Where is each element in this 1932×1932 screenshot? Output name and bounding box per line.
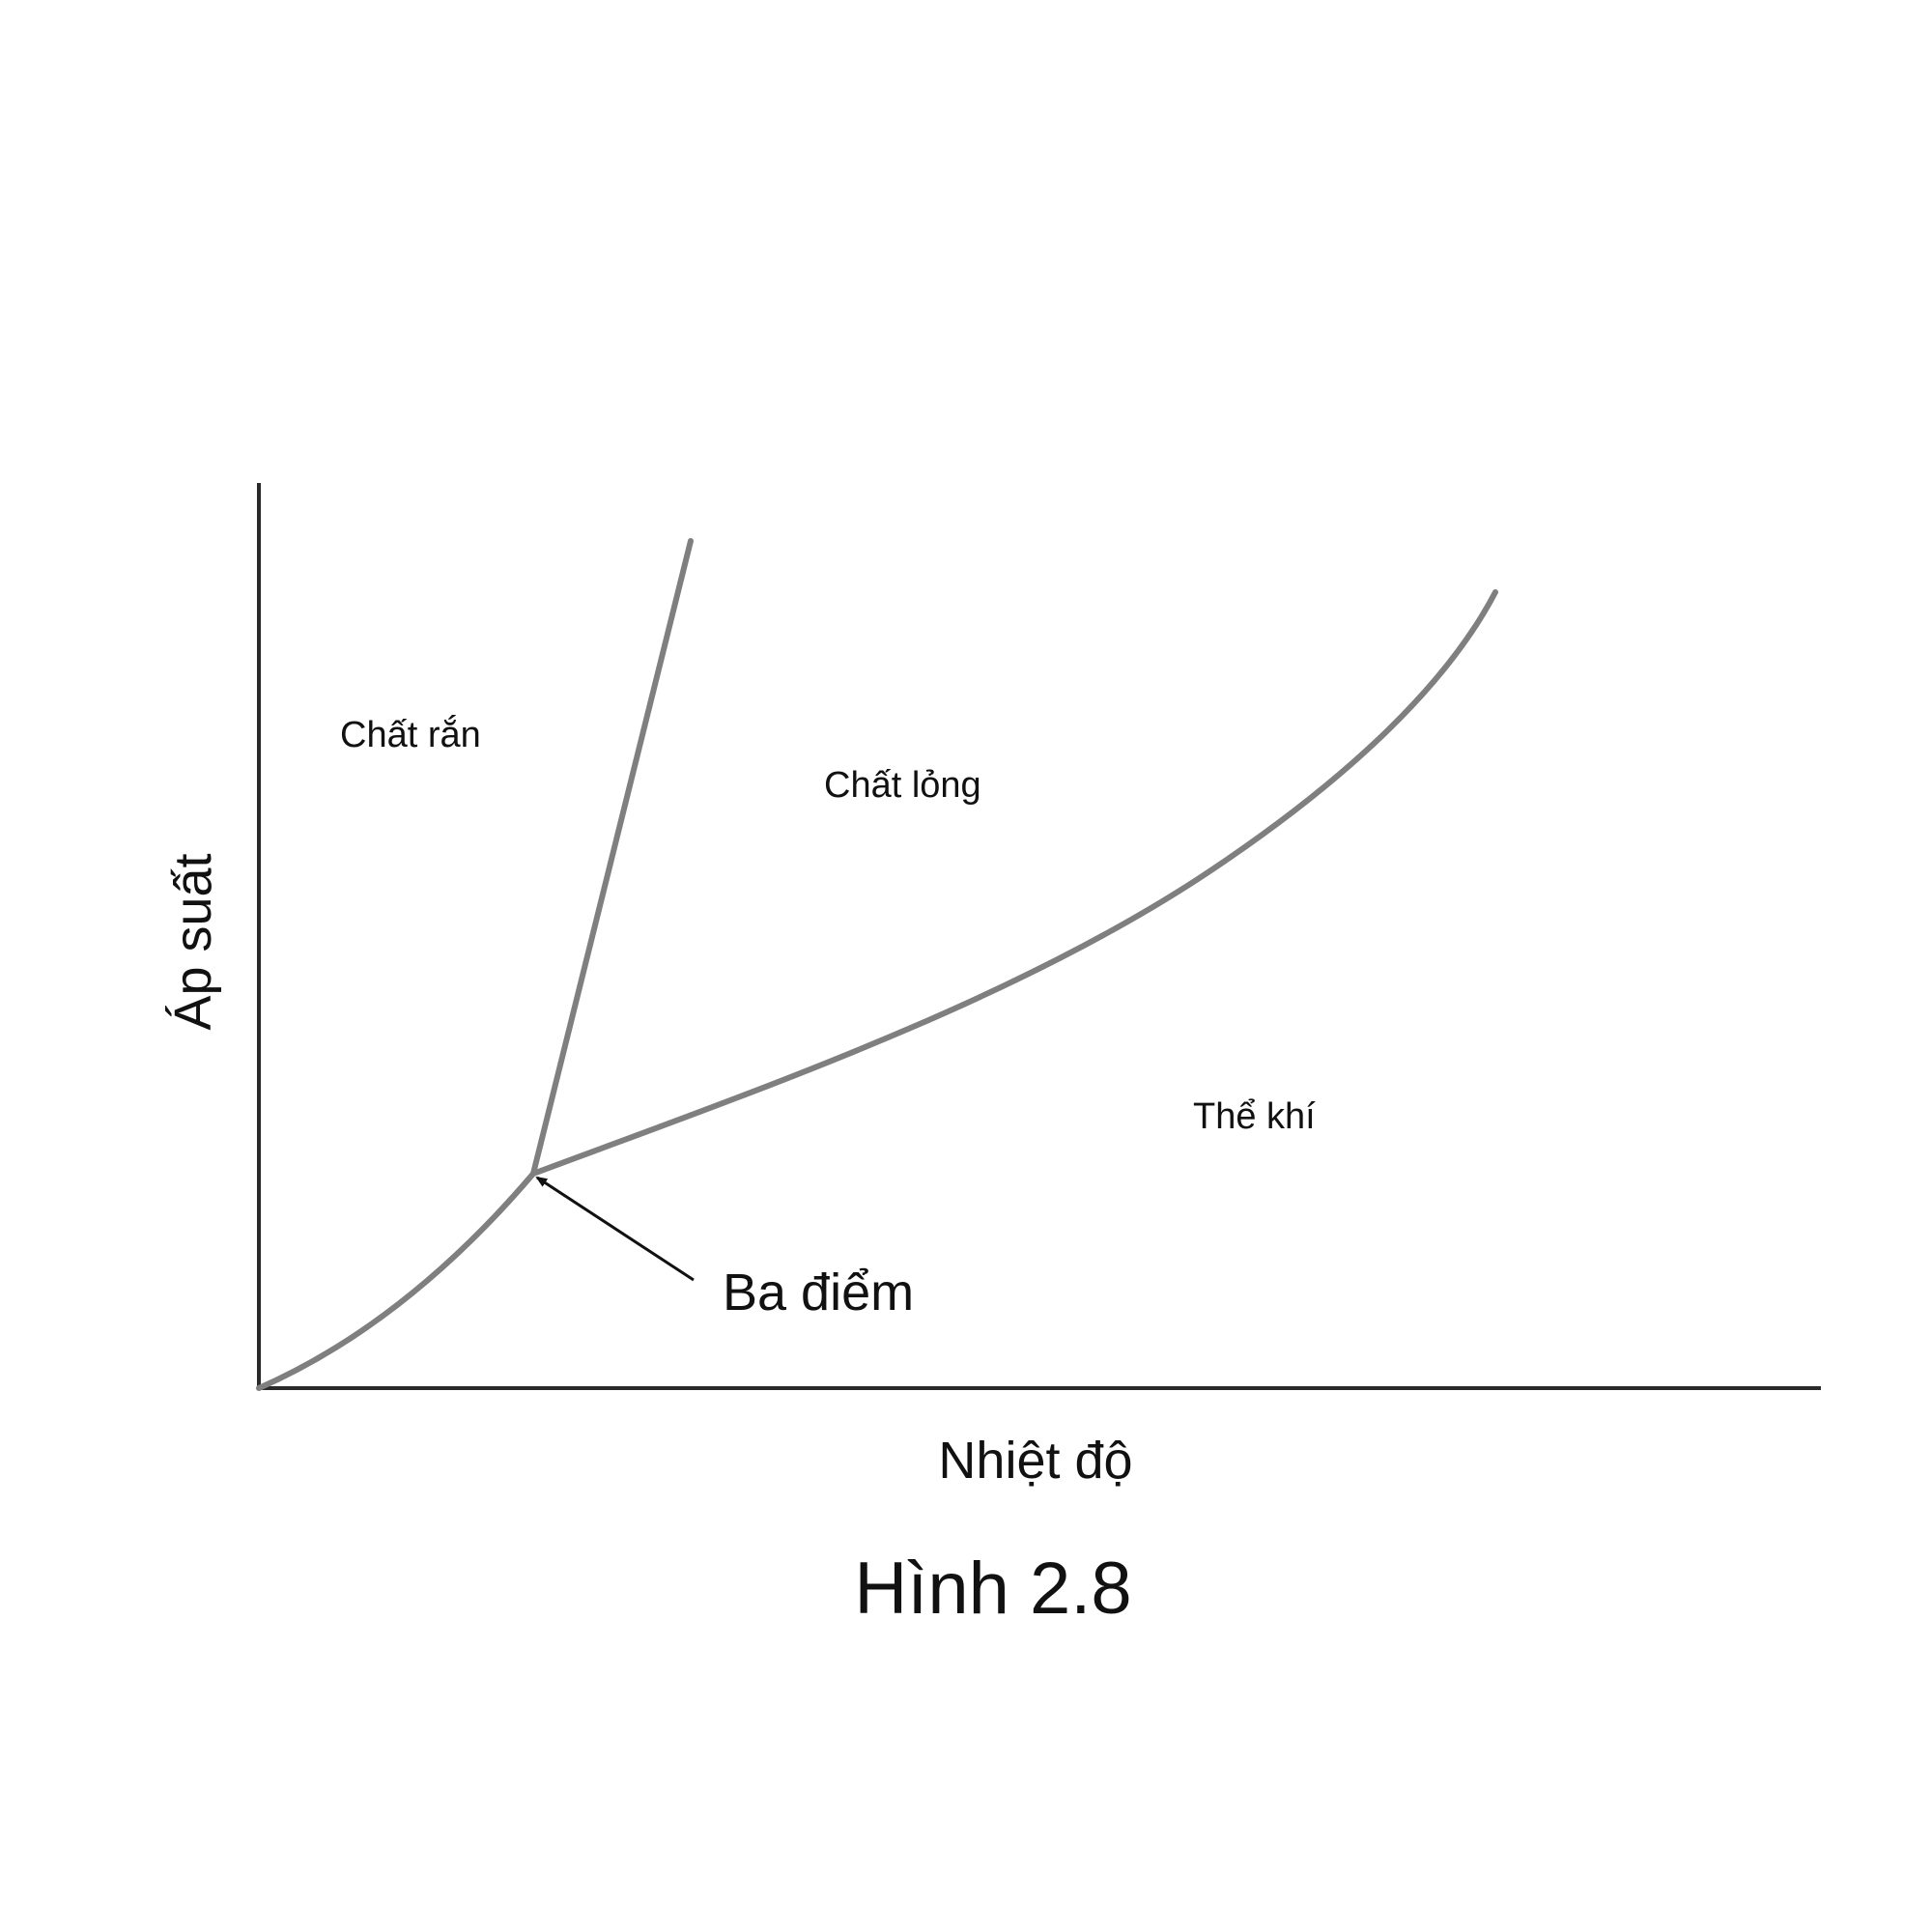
solid-region-label: Chất rắn — [340, 714, 481, 755]
vaporization-curve — [530, 589, 1498, 1177]
triple-point-label: Ba điểm — [723, 1264, 914, 1321]
liquid-region-label: Chất lỏng — [824, 765, 981, 806]
triple-point-arrow — [535, 1176, 695, 1282]
x-axis-label: Nhiệt độ — [938, 1432, 1132, 1490]
sublimation-curve — [256, 1171, 536, 1391]
melting-curve — [530, 538, 694, 1177]
y-axis-label: Áp suất — [164, 853, 222, 1030]
figure-caption: Hình 2.8 — [854, 1548, 1131, 1630]
gas-region-label: Thể khí — [1193, 1096, 1316, 1137]
